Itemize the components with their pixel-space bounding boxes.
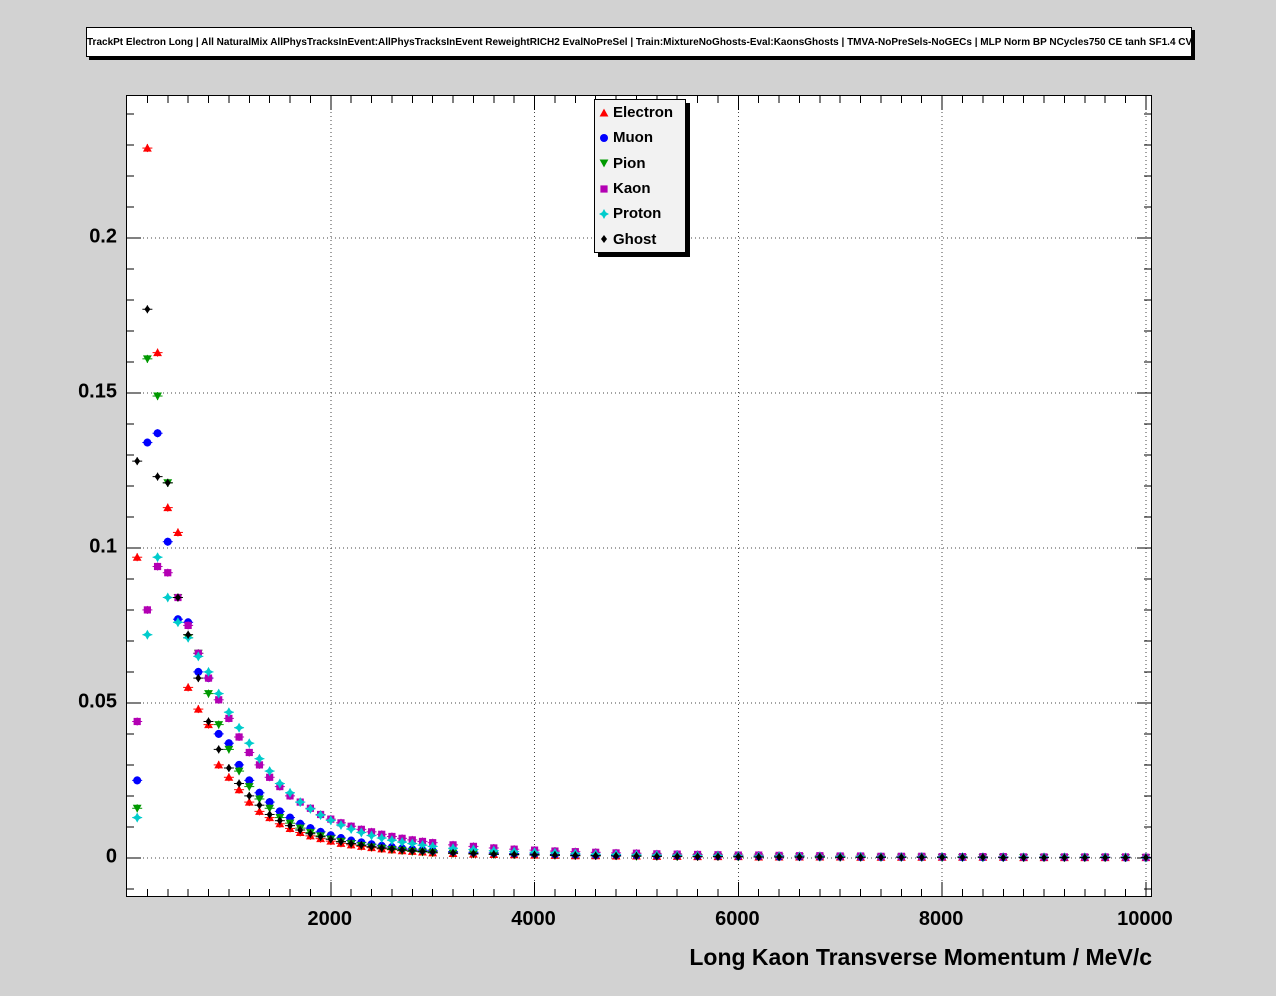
y-tick-label: 0 — [105, 845, 117, 868]
x-axis-title: Long Kaon Transverse Momentum / MeV/c — [689, 944, 1152, 970]
y-tick-label: 0.2 — [89, 225, 117, 248]
legend-label: Kaon — [613, 180, 651, 198]
x-tick-label: 6000 — [715, 908, 760, 930]
x-tick-label: 4000 — [511, 908, 556, 930]
legend-label: Muon — [613, 129, 653, 147]
y-tick-label: 0.05 — [78, 690, 117, 713]
proton-marker-icon — [599, 208, 609, 219]
y-tick-label: 0.15 — [78, 380, 117, 403]
legend-entry-pion: Pion — [595, 151, 685, 176]
series-proton — [132, 552, 1151, 863]
chart-svg — [127, 96, 1151, 896]
muon-marker-icon — [600, 133, 608, 142]
legend: Electron Muon Pion Kaon Proton Ghost — [594, 99, 686, 253]
x-tick-label: 2000 — [307, 908, 353, 930]
legend-label: Proton — [613, 205, 662, 223]
ghost-marker-icon — [601, 235, 607, 244]
title-pave: TrackPt Electron Long | All NaturalMix A… — [86, 27, 1192, 57]
x-tick-label: 8000 — [918, 908, 964, 930]
legend-label: Ghost — [613, 230, 657, 248]
series-pion — [132, 354, 1151, 862]
series-muon — [132, 429, 1151, 862]
y-tick-label: 0.1 — [89, 535, 117, 558]
pion-marker-icon — [599, 159, 609, 168]
legend-label: Electron — [613, 104, 674, 122]
legend-entry-kaon: Kaon — [595, 176, 685, 201]
legend-entry-electron: Electron — [595, 100, 685, 125]
kaon-marker-icon — [600, 185, 608, 193]
x-tick-label: 10000 — [1117, 908, 1173, 930]
legend-entry-proton: Proton — [595, 201, 685, 226]
legend-entry-ghost: Ghost — [595, 227, 685, 252]
plot-title: TrackPt Electron Long | All NaturalMix A… — [87, 36, 1191, 48]
electron-marker-icon — [599, 108, 609, 117]
legend-entry-muon: Muon — [595, 125, 685, 150]
series-kaon — [132, 562, 1151, 862]
legend-label: Pion — [613, 154, 646, 172]
axis-ticks — [127, 96, 1151, 896]
series-ghost — [132, 305, 1151, 862]
